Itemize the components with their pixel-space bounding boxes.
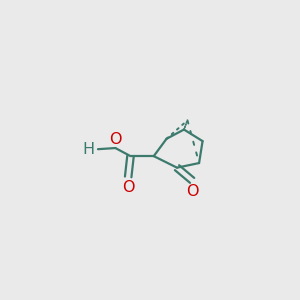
Text: O: O	[109, 132, 122, 147]
Text: O: O	[186, 184, 198, 199]
Text: H: H	[82, 142, 94, 157]
Text: O: O	[122, 180, 134, 195]
